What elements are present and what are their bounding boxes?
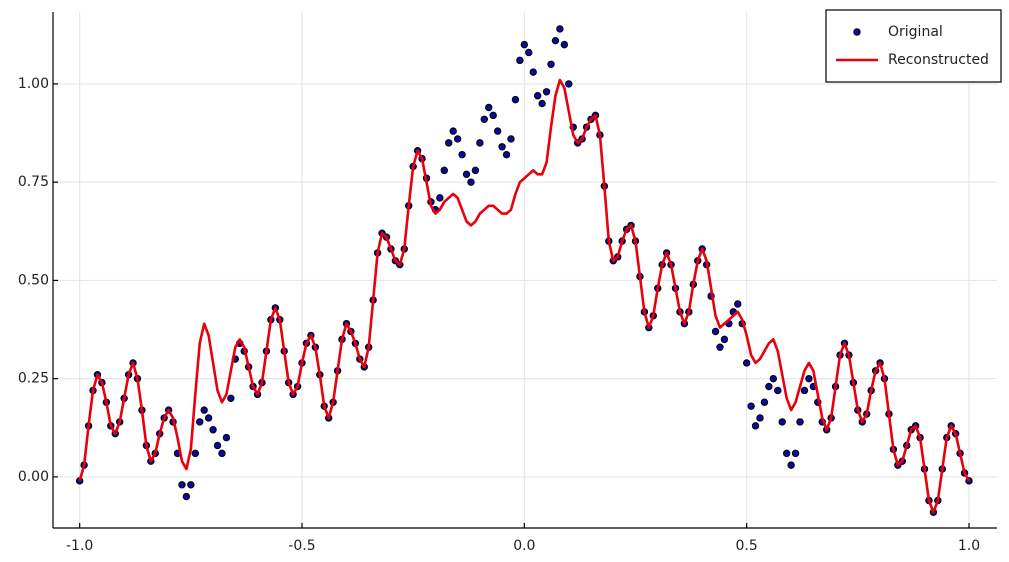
data-point: [769, 374, 778, 383]
data-point: [204, 414, 213, 422]
legend-box: [825, 9, 1002, 83]
data-point: [520, 40, 529, 49]
data-point: [716, 343, 724, 351]
y-tick-label: 0.25: [18, 371, 49, 387]
data-point: [182, 492, 191, 501]
legend-marker: [853, 28, 861, 36]
data-point: [511, 95, 520, 104]
y-tick-label: 0.50: [18, 272, 49, 288]
data-point: [805, 374, 813, 383]
data-point: [796, 418, 804, 426]
y-tick-label: 0.75: [18, 174, 49, 190]
x-tick-label: -0.5: [288, 538, 315, 554]
data-point: [480, 115, 489, 123]
x-tick-label: 0.0: [513, 538, 535, 554]
data-point: [538, 99, 546, 108]
data-point: [222, 433, 231, 442]
data-point: [787, 461, 795, 469]
data-point: [436, 194, 444, 202]
data-point: [440, 166, 448, 175]
data-point: [178, 481, 186, 489]
data-point: [200, 406, 208, 414]
data-point: [547, 60, 555, 68]
data-point: [196, 418, 204, 426]
data-point: [529, 68, 537, 76]
y-tick-label: 0.00: [18, 469, 49, 485]
data-point: [209, 426, 217, 434]
data-point: [560, 40, 569, 49]
data-point: [751, 422, 760, 430]
data-point: [742, 359, 751, 367]
data-point: [187, 481, 195, 489]
data-point: [542, 88, 551, 96]
data-point: [800, 386, 809, 395]
data-point: [445, 139, 453, 147]
data-point: [533, 92, 542, 100]
data-point: [453, 135, 462, 143]
x-tick-label: -1.0: [66, 538, 93, 554]
data-point: [782, 449, 791, 458]
data-point: [493, 127, 502, 135]
legend: Original Reconstructed: [825, 9, 1002, 83]
legend-label: Reconstructed: [888, 52, 989, 68]
data-point: [476, 139, 484, 147]
data-point: [756, 414, 764, 422]
x-tick-label: 1.0: [958, 538, 980, 554]
data-point: [471, 166, 480, 175]
data-point: [458, 150, 466, 159]
data-point: [791, 449, 800, 458]
data-point: [774, 386, 782, 395]
data-point: [213, 441, 222, 450]
y-tick-label: 1.00: [18, 76, 49, 92]
data-point: [778, 418, 786, 426]
data-point: [502, 150, 511, 159]
data-point: [485, 103, 493, 112]
data-point: [556, 25, 564, 33]
legend-label: Original: [888, 24, 943, 40]
data-line: [78, 78, 971, 514]
data-point: [551, 36, 560, 45]
data-point: [489, 111, 497, 120]
x-tick-label: 0.5: [736, 538, 758, 554]
data-point: [516, 56, 524, 65]
data-point: [467, 178, 475, 186]
data-point: [191, 449, 199, 458]
data-point: [765, 382, 773, 391]
data-point: [525, 48, 533, 57]
data-point: [734, 300, 742, 308]
data-point: [760, 398, 769, 406]
data-point: [747, 402, 755, 410]
data-point: [720, 335, 729, 344]
data-point: [507, 135, 515, 143]
data-point: [227, 394, 235, 403]
data-point: [711, 327, 720, 336]
data-point: [462, 170, 471, 179]
data-point: [218, 449, 226, 458]
data-point: [449, 127, 457, 135]
data-point: [498, 143, 506, 151]
data-point: [565, 80, 573, 88]
